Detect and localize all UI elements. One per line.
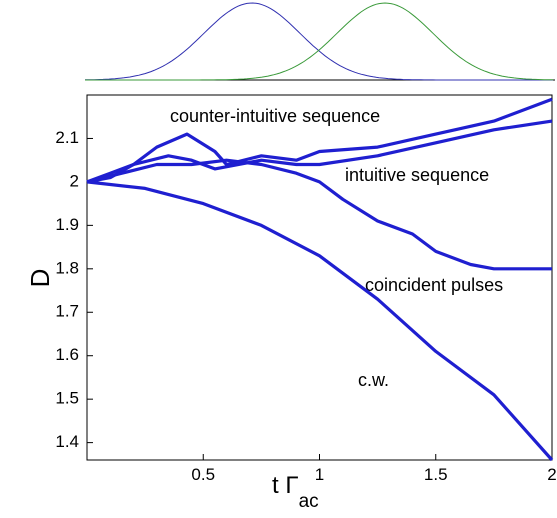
- x-axis-label-sub: ac: [299, 491, 319, 512]
- y-tick-label: 1.8: [55, 258, 79, 277]
- pulse-inset: [85, 2, 555, 81]
- y-tick-label: 1.5: [55, 389, 79, 408]
- x-tick-label: 1.5: [424, 465, 448, 484]
- annotation: intuitive sequence: [345, 165, 489, 185]
- x-axis-label-main: t Γ: [272, 472, 299, 499]
- stokes-pulse: [85, 2, 553, 81]
- y-tick-label: 1.6: [55, 345, 79, 364]
- y-tick-label: 1.7: [55, 302, 79, 321]
- y-tick-label: 1.9: [55, 215, 79, 234]
- series-line: [86, 97, 553, 184]
- series-line: [86, 180, 554, 462]
- x-tick-label: 0.5: [191, 465, 215, 484]
- y-tick-label: 2.1: [55, 128, 79, 147]
- x-tick-label: 1: [315, 465, 324, 484]
- annotation: counter-intuitive sequence: [170, 106, 380, 126]
- annotation: c.w.: [358, 370, 389, 390]
- x-axis-label: t Γac: [272, 472, 319, 512]
- y-tick-label: 2: [70, 171, 79, 190]
- annotation: coincident pulses: [365, 275, 503, 295]
- y-axis-label: D: [25, 269, 55, 288]
- y-tick-label: 1.4: [55, 432, 79, 451]
- x-tick-label: 2: [547, 465, 556, 484]
- pump-pulse: [85, 2, 553, 81]
- series-line: [86, 119, 553, 184]
- series-line: [86, 158, 552, 271]
